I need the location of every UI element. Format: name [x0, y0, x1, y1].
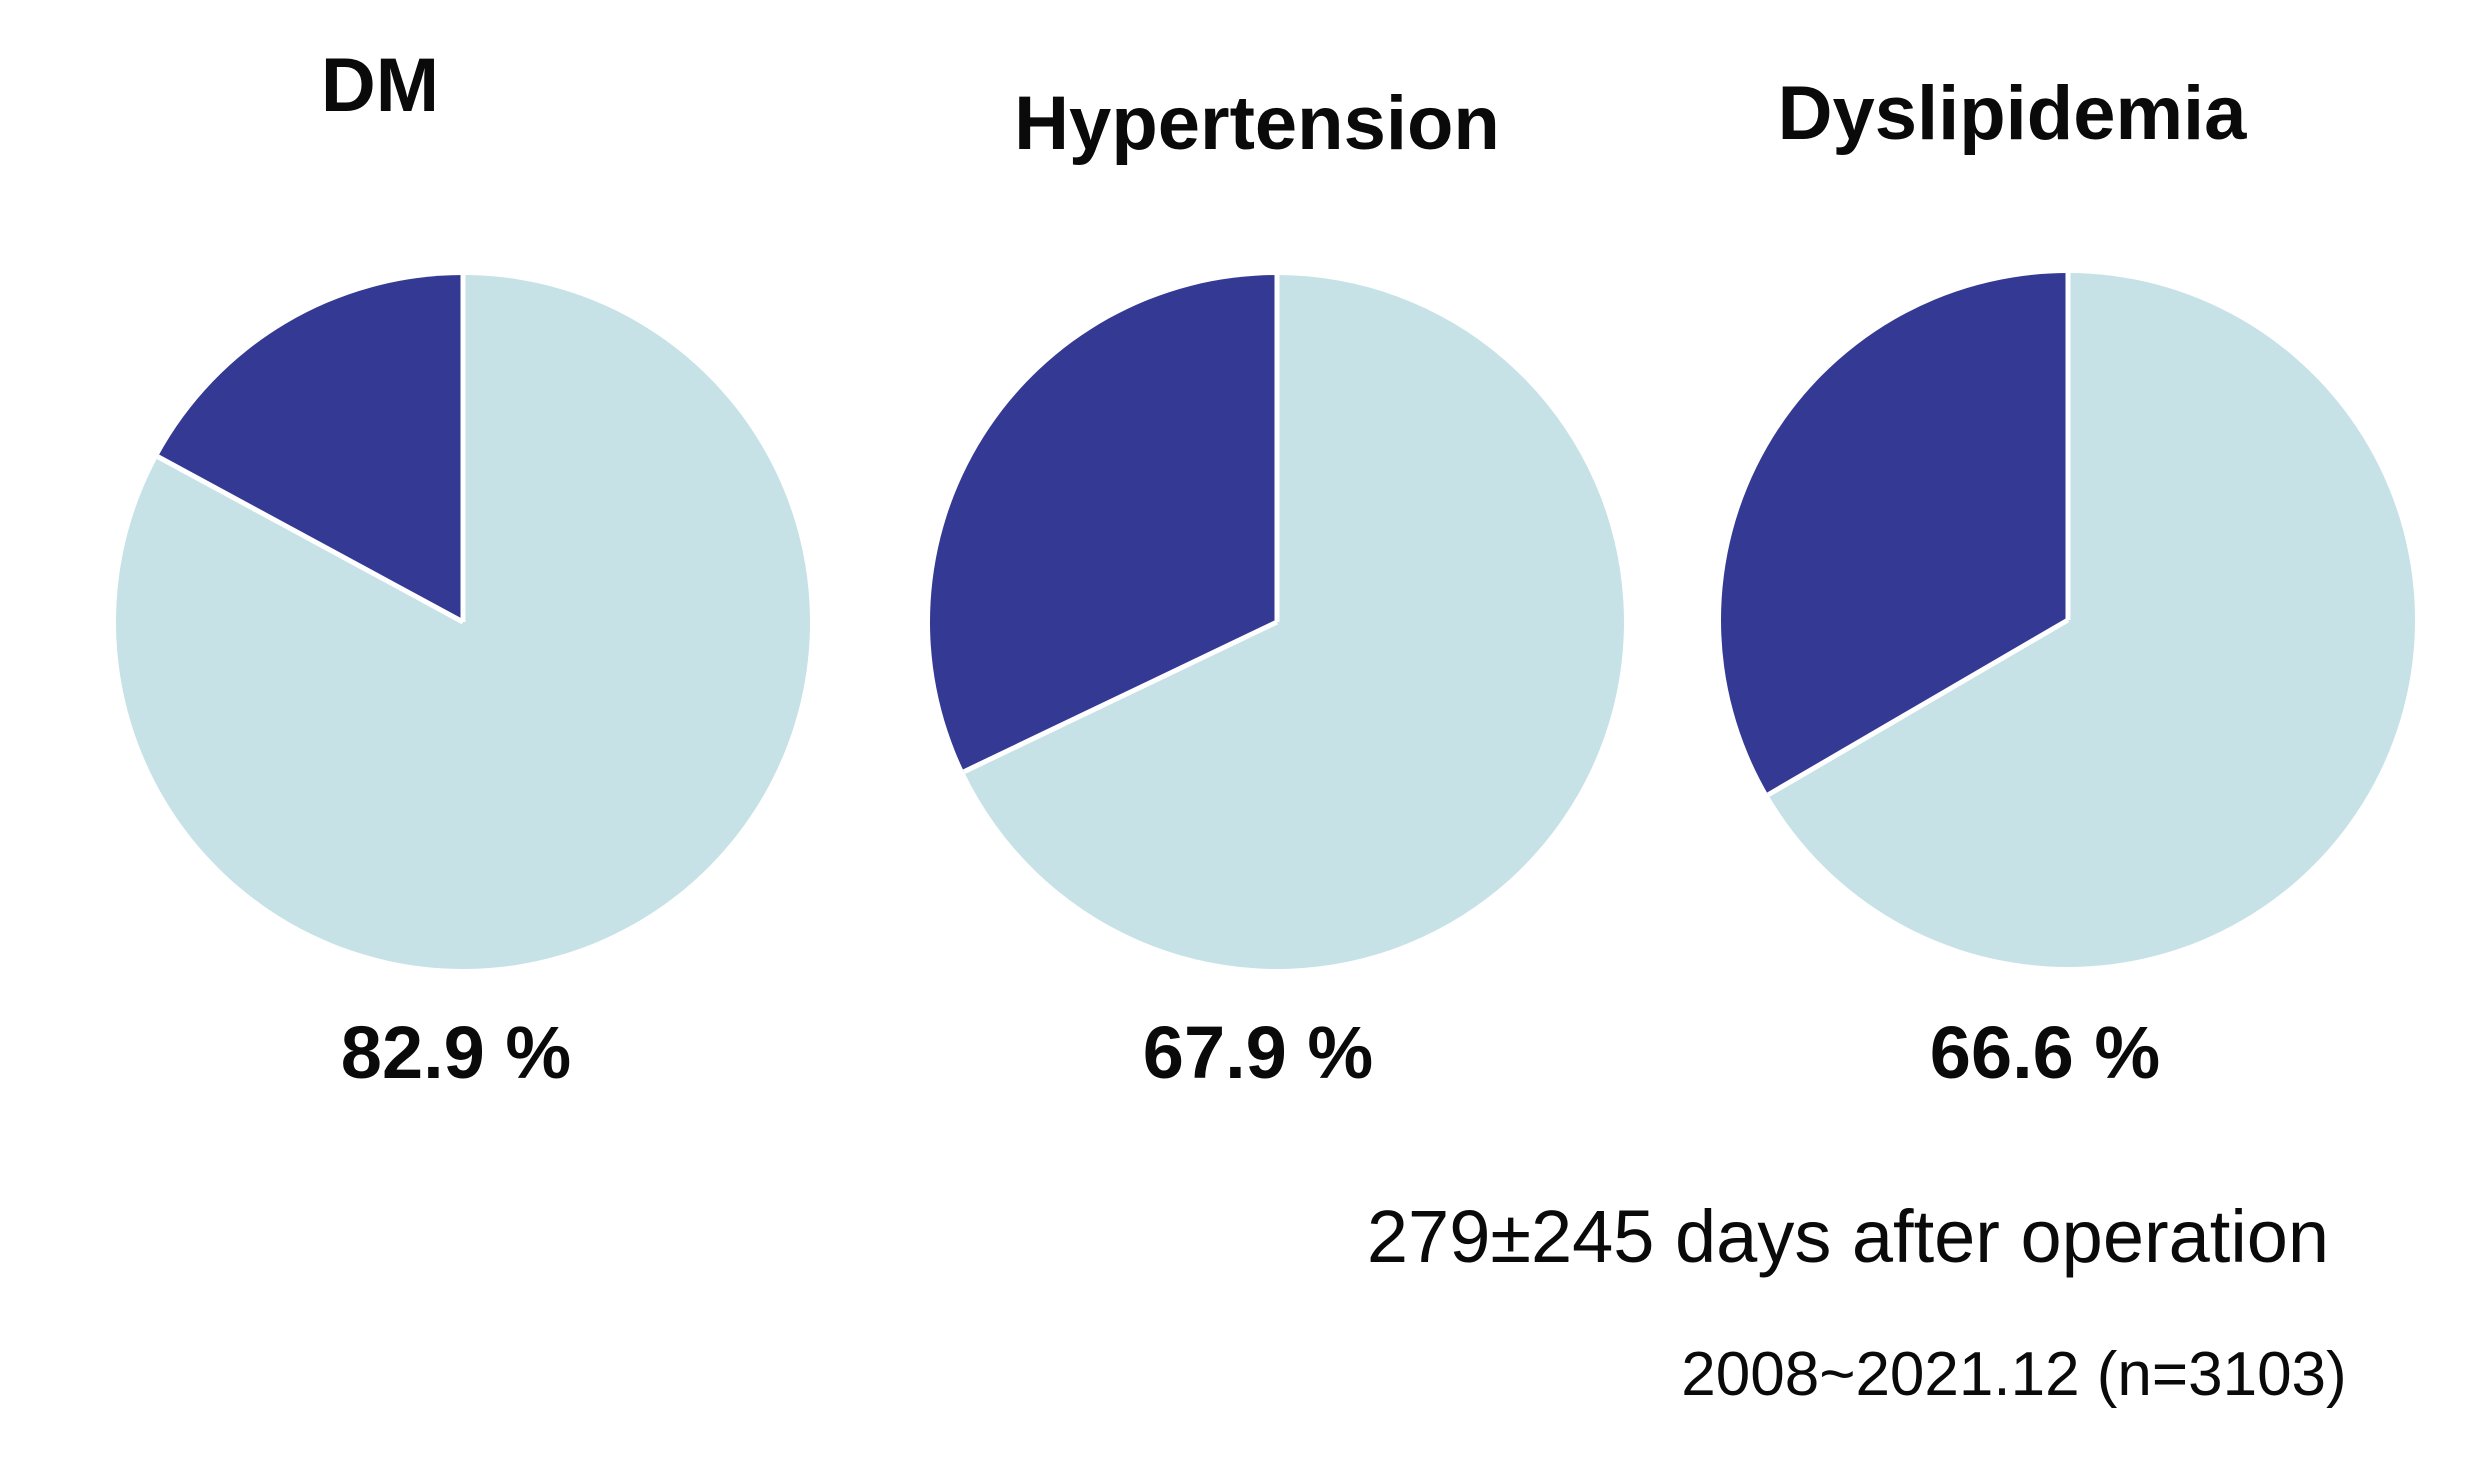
slice-divider: [962, 619, 1279, 774]
pie-svg-dyslipidemia: [1720, 273, 2415, 967]
pie-slice-remainder: [929, 275, 1277, 772]
pie-slice-labeled-share: [1768, 273, 2415, 967]
percent-label-dyslipidemia: 66.6 %: [1929, 1011, 2161, 1094]
percent-label-dm: 82.9 %: [340, 1011, 572, 1094]
pie-svg-hypertension: [929, 275, 1624, 969]
pie-chart-hypertension: [927, 272, 1627, 972]
slice-divider: [1766, 617, 2070, 797]
percent-label-hypertension: 67.9 %: [1142, 1011, 1374, 1094]
caption-study-period: 2008~2021.12 (n=3103): [1681, 1340, 2347, 1409]
pie-chart-dm: [113, 272, 813, 972]
slice-divider: [156, 454, 465, 625]
pie-slice-remainder: [1720, 273, 2068, 795]
chart-title-hypertension: Hypertension: [1014, 81, 1500, 166]
pie-slice-labeled-share: [963, 275, 1624, 969]
pie-chart-dyslipidemia: [1718, 270, 2418, 970]
pie-slice-remainder: [157, 275, 463, 622]
chart-title-dyslipidemia: Dyslipidemia: [1777, 71, 2247, 156]
caption-days-after-operation: 279±245 days after operation: [1366, 1195, 2330, 1278]
pie-svg-dm: [116, 275, 811, 969]
chart-title-dm: DM: [320, 43, 440, 128]
